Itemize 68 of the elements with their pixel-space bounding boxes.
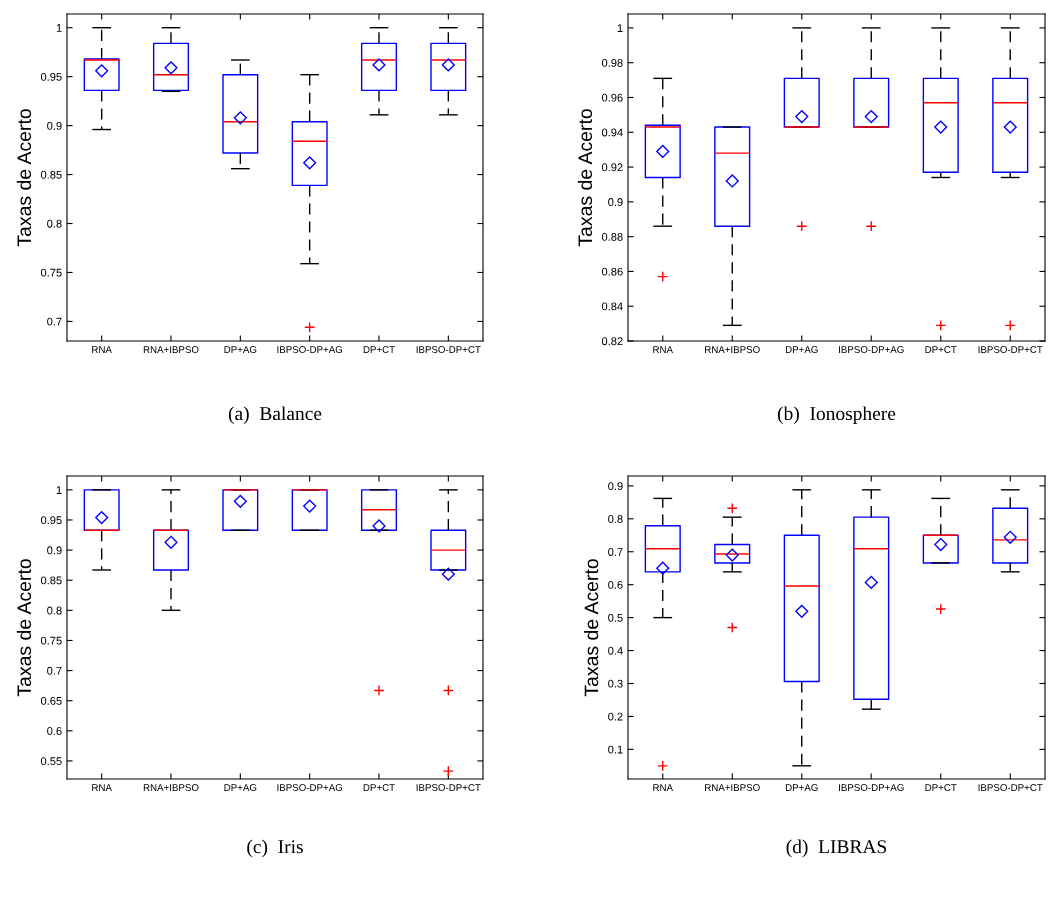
x-tick-label: IBPSO-DP+CT [978, 784, 1043, 791]
x-tick-label: RNA+IBPSO [143, 784, 199, 791]
y-tick-label: 0.7 [47, 317, 62, 326]
x-tick-label: DP+CT [363, 784, 395, 791]
x-tick-label: DP+AG [785, 784, 818, 791]
y-tick-label: 0.6 [608, 580, 623, 589]
y-tick-label: 0.86 [601, 267, 623, 276]
y-tick-label: 0.75 [40, 268, 62, 277]
x-tick-label: DP+CT [925, 346, 957, 353]
x-tick-label: RNA [653, 346, 673, 353]
text: (c) Iris [247, 839, 303, 858]
y-tick-label: 0.85 [40, 576, 62, 585]
x-tick-label: RNA+IBPSO [705, 346, 760, 353]
y-tick-label: 0.92 [601, 163, 623, 172]
text: (a) Balance [228, 406, 322, 425]
x-tick-label: DP+AG [785, 346, 818, 353]
y-tick-label: 0.65 [40, 696, 62, 705]
y-tick-label: 0.88 [601, 232, 623, 241]
x-tick-label: RNA [92, 784, 112, 791]
x-tick-label: RNA [653, 784, 673, 791]
y-tick-label: 0.96 [601, 93, 623, 102]
y-tick-label: 0.2 [608, 712, 623, 721]
x-tick-label: IBPSO-DP+AG [839, 346, 904, 353]
y-tick-label: 1 [56, 24, 62, 32]
y-tick-label: 0.82 [601, 337, 623, 346]
y-tick-label: 0.95 [40, 516, 62, 525]
y-tick-label: 0.8 [47, 219, 62, 228]
y-tick-label: 0.6 [47, 727, 62, 735]
y-tick-label: 0.75 [40, 636, 62, 645]
x-tick-label: IBPSO-DP+CT [416, 346, 481, 353]
y-tick-label: 0.55 [40, 757, 62, 766]
x-tick-label: IBPSO-DP+AG [277, 784, 343, 791]
y-tick-label: 1 [617, 24, 623, 32]
text: (d) LIBRAS [786, 839, 887, 858]
x-tick-label: RNA+IBPSO [143, 346, 199, 353]
y-tick-label: 0.9 [47, 546, 62, 555]
y-tick-label: 0.85 [40, 170, 62, 179]
y-tick-label: 0.9 [608, 198, 623, 206]
y-axis-title: Taxas de Acerto [577, 109, 593, 247]
y-tick-label: 0.1 [608, 745, 623, 754]
y-axis-title: Taxas de Acerto [16, 109, 32, 247]
y-tick-label: 0.8 [608, 515, 623, 523]
y-tick-label: 0.8 [47, 606, 62, 615]
x-tick-label: RNA [92, 346, 112, 353]
y-axis-title: Taxas de Acerto [16, 559, 32, 697]
x-tick-label: IBPSO-DP+AG [277, 346, 343, 353]
y-tick-label: 0.9 [608, 482, 623, 491]
x-tick-label: IBPSO-DP+CT [416, 784, 481, 791]
x-tick-label: DP+AG [224, 346, 257, 353]
y-tick-label: 1 [56, 486, 62, 494]
y-tick-label: 0.9 [47, 121, 62, 130]
y-tick-label: 0.84 [601, 302, 623, 311]
y-tick-label: 0.94 [601, 128, 623, 137]
y-tick-label: 0.4 [608, 646, 623, 655]
y-axis-title: Taxas de Acerto [584, 559, 599, 697]
x-tick-label: DP+CT [363, 346, 395, 353]
y-tick-label: 0.7 [47, 666, 62, 675]
y-tick-label: 0.95 [40, 72, 62, 81]
x-tick-label: RNA+IBPSO [705, 784, 760, 791]
x-tick-label: DP+CT [925, 784, 957, 791]
x-tick-label: DP+AG [224, 784, 257, 791]
x-tick-label: IBPSO-DP+AG [839, 784, 904, 791]
y-tick-label: 0.3 [608, 679, 623, 688]
x-tick-label: IBPSO-DP+CT [978, 346, 1043, 353]
y-tick-label: 0.98 [601, 58, 623, 67]
y-tick-label: 0.7 [608, 548, 623, 556]
text: (b) Ionosphere [777, 406, 896, 425]
y-tick-label: 0.5 [608, 613, 623, 622]
